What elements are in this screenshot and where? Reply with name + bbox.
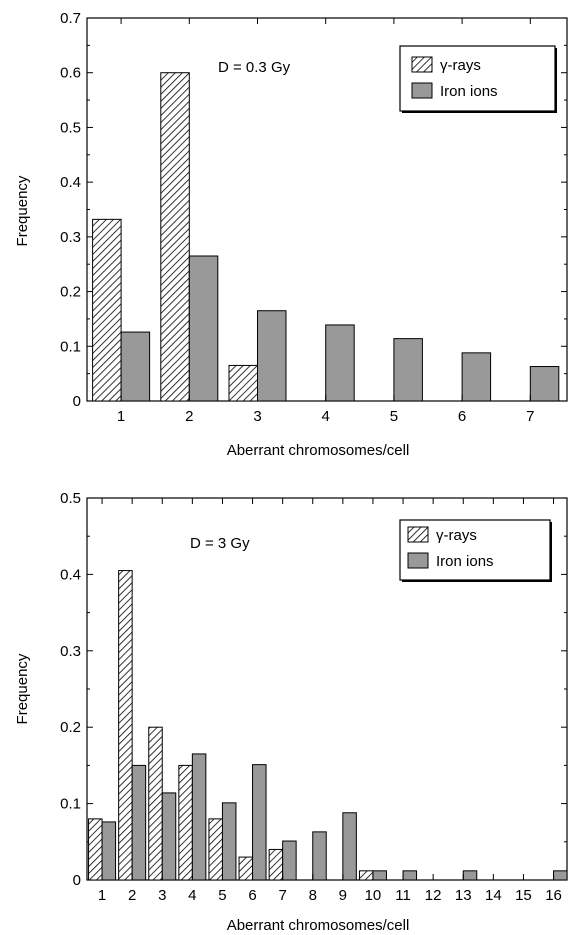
- x-tick-label: 9: [339, 887, 347, 904]
- y-tick-label: 0.4: [60, 174, 81, 191]
- bar-iron-ions-6: [461, 352, 492, 402]
- x-tick-label: 12: [425, 887, 442, 904]
- bar-iron-ions-7: [529, 366, 560, 402]
- y-tick-label: 0.2: [60, 719, 81, 736]
- bar-iron-ions-2: [188, 255, 219, 402]
- bar-gamma-rays-4: [178, 764, 193, 881]
- x-tick-label: 5: [218, 887, 226, 904]
- y-tick-label: 0.4: [60, 566, 81, 583]
- x-tick-label: 11: [395, 887, 411, 904]
- x-tick-label: 2: [128, 887, 136, 904]
- y-tick-label: 0.2: [60, 284, 81, 301]
- bar-gamma-rays-2: [118, 570, 133, 881]
- bars-top: [92, 72, 560, 402]
- legend-box-top: [399, 45, 556, 112]
- bar-gamma-rays-5: [208, 818, 223, 881]
- x-tick-label: 7: [278, 887, 286, 904]
- bar-gamma-rays-3: [148, 726, 163, 881]
- bar-iron-ions-2: [131, 764, 147, 881]
- x-axis-label-top: Aberrant chromosomes/cell: [227, 442, 410, 459]
- chart-bottom: 00.10.20.30.40.5 1 2 3 4 5 6 7 8 9 10 11 12 13 14 15 16…: [14, 490, 568, 934]
- legend-swatch-iron-bottom: [407, 552, 429, 569]
- y-tick-label: 0.1: [60, 796, 81, 813]
- y-tick-label: 0: [73, 393, 81, 410]
- bar-gamma-rays-10: [358, 870, 374, 881]
- x-tick-label: 8: [309, 887, 317, 904]
- bar-iron-ions-3: [257, 310, 287, 402]
- x-tick-label: 3: [253, 408, 261, 425]
- y-tick-label: 0.1: [60, 338, 81, 355]
- x-tick-label: 1: [98, 887, 106, 904]
- legend-label-gamma-top: γ-rays: [440, 57, 481, 74]
- y-tick-label: 0: [73, 872, 81, 889]
- x-tick-label: 4: [322, 408, 330, 425]
- bar-iron-ions-4: [325, 324, 355, 402]
- legend-swatch-iron-top: [411, 82, 433, 99]
- legend-label-iron-bottom: Iron ions: [436, 553, 494, 570]
- bar-iron-ions-10: [372, 870, 387, 881]
- legend-label-gamma-bottom: γ-rays: [436, 527, 477, 544]
- bar-gamma-rays-1: [92, 218, 122, 402]
- legend-bottom: γ-rays Iron ions: [399, 519, 552, 582]
- x-tick-label: 5: [390, 408, 398, 425]
- x-tick-label: 15: [515, 887, 532, 904]
- y-axis-label-top: Frequency: [14, 175, 31, 246]
- y-axis-ticks-bottom: 0 0.1 0.2 0.3 0.4 0.5: [60, 490, 567, 889]
- y-tick-label: 0.6: [60, 65, 81, 82]
- bars-bottom: [88, 570, 568, 881]
- annotation-top: D = 0.3 Gy: [218, 59, 291, 76]
- bar-gamma-rays-2: [160, 72, 190, 402]
- legend-label-iron-top: Iron ions: [440, 83, 498, 100]
- x-tick-label: 7: [526, 408, 534, 425]
- x-tick-label: 10: [365, 887, 382, 904]
- x-tick-label: 16: [545, 887, 562, 904]
- y-tick-label: 0.5: [60, 490, 81, 507]
- bar-iron-ions-11: [402, 870, 418, 881]
- chart-top: 0 0.1 0.2 0.3 0.4 0.5 0.6 0.7 1 2 3 4 5 6 7 D = 0.3 G…: [14, 10, 568, 459]
- x-axis-ticks-top: 1 2 3 4 5 6 7: [117, 18, 534, 425]
- legend-swatch-gamma-bottom: [407, 526, 429, 543]
- bar-iron-ions-8: [312, 831, 327, 881]
- bar-gamma-rays-6: [238, 856, 254, 881]
- y-tick-label: 0.3: [60, 643, 81, 660]
- x-tick-label: 4: [188, 887, 196, 904]
- bar-iron-ions-6: [252, 764, 267, 881]
- bar-iron-ions-16: [553, 870, 568, 881]
- y-axis-ticks-top: 0 0.1 0.2 0.3 0.4 0.5 0.6 0.7: [60, 10, 567, 410]
- y-tick-label: 0.5: [60, 119, 81, 136]
- x-axis-label-bottom: Aberrant chromosomes/cell: [227, 917, 410, 934]
- y-tick-label: 0.7: [60, 10, 81, 27]
- x-tick-label: 13: [455, 887, 472, 904]
- bar-iron-ions-1: [101, 821, 117, 881]
- bar-gamma-rays-7: [268, 848, 284, 881]
- x-tick-label: 6: [458, 408, 466, 425]
- bar-iron-ions-4: [191, 753, 207, 881]
- y-axis-label-bottom: Frequency: [14, 653, 31, 724]
- x-tick-label: 2: [185, 408, 193, 425]
- x-tick-label: 3: [158, 887, 166, 904]
- y-tick-label: 0.3: [60, 229, 81, 246]
- x-axis-ticks-bottom: 1 2 3 4 5 6 7 8 9 10 11 12 13 14 15 16: [98, 498, 562, 904]
- bar-iron-ions-13: [462, 870, 478, 881]
- x-tick-label: 14: [485, 887, 502, 904]
- bar-iron-ions-1: [120, 331, 151, 402]
- x-tick-label: 1: [117, 408, 125, 425]
- bar-gamma-rays-1: [88, 818, 103, 881]
- legend-swatch-gamma-top: [411, 56, 433, 73]
- bar-iron-ions-5: [393, 338, 423, 402]
- bar-gamma-rays-3: [228, 364, 258, 402]
- bar-iron-ions-3: [161, 792, 177, 881]
- legend-top: γ-rays Iron ions: [399, 45, 557, 113]
- bar-iron-ions-9: [342, 812, 357, 881]
- bar-iron-ions-7: [282, 840, 297, 881]
- x-tick-label: 6: [248, 887, 256, 904]
- annotation-bottom: D = 3 Gy: [190, 535, 250, 552]
- bar-iron-ions-5: [221, 802, 237, 881]
